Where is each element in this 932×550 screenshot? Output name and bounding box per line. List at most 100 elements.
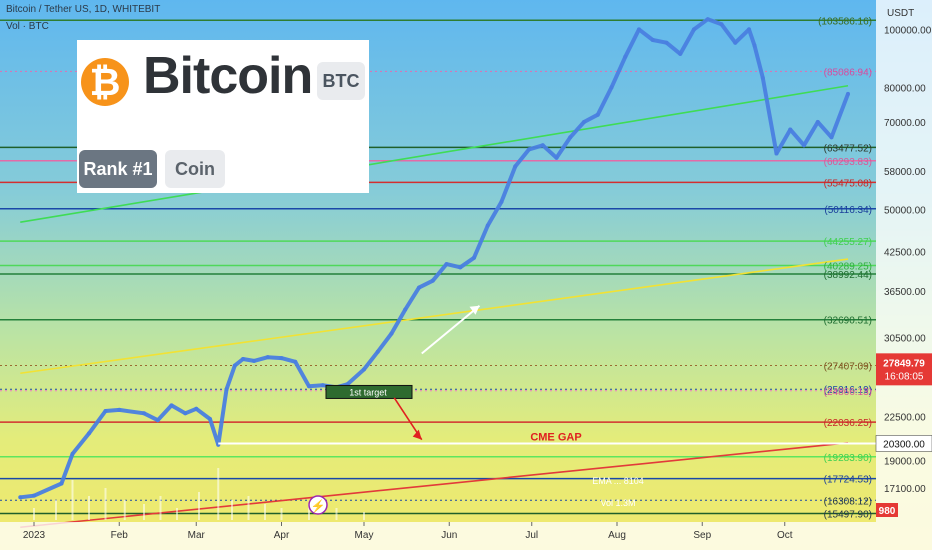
price-point	[224, 387, 229, 392]
time-tick-label: Mar	[188, 530, 206, 541]
price-point	[232, 363, 237, 368]
time-tick-label: Apr	[274, 530, 290, 541]
volume-bar	[231, 500, 233, 520]
level-label: (85086.94)	[824, 67, 872, 78]
price-point	[513, 164, 518, 169]
green-trendline	[20, 84, 849, 223]
level-label: (15497.90)	[824, 510, 872, 521]
price-point	[103, 409, 108, 414]
price-point	[70, 451, 75, 456]
chart-title: Bitcoin / Tether US, 1D, WHITEBIT	[6, 4, 161, 15]
price-point	[417, 285, 421, 290]
price-point	[194, 406, 199, 411]
price-tick-label: 80000.00	[884, 83, 926, 94]
price-point	[692, 27, 696, 32]
price-point	[637, 27, 641, 32]
ema-label: EMA ... 8104	[592, 476, 644, 486]
volume-bar	[363, 512, 365, 520]
cme-gap-price-label: 20300.00	[883, 439, 925, 450]
price-point	[719, 22, 724, 27]
coin-tag: Coin	[165, 150, 225, 188]
volume-badge	[876, 503, 898, 517]
volume-bar	[264, 504, 266, 520]
price-point	[540, 143, 545, 148]
price-point	[788, 127, 793, 132]
price-tick-label: 42500.00	[884, 248, 926, 259]
price-point	[117, 407, 122, 412]
volume-bar	[71, 480, 74, 520]
level-label: (55475.08)	[824, 178, 872, 189]
level-label: (19283.90)	[824, 453, 872, 464]
price-tick-label: 30500.00	[884, 334, 926, 345]
level-label: (22036.25)	[824, 418, 872, 429]
price-point	[293, 359, 298, 364]
cme-gap-label: CME GAP	[530, 431, 581, 443]
price-point	[705, 17, 710, 22]
event-marker-icon[interactable]	[308, 495, 328, 515]
price-point	[760, 75, 765, 80]
price-point	[208, 417, 212, 422]
price-tick-label: 19000.00	[884, 457, 926, 468]
up-arrow	[421, 304, 481, 355]
price-point	[650, 38, 655, 43]
price-point	[155, 418, 160, 423]
price-tick-label: 100000.00	[884, 25, 932, 36]
price-tick-label: 50000.00	[884, 205, 926, 216]
volume-bar	[308, 504, 310, 520]
price-point	[485, 223, 490, 228]
current-price-badge	[876, 353, 932, 386]
price-tick-label: 36500.00	[884, 287, 926, 298]
price-point	[279, 356, 284, 361]
time-tick-label: Jun	[441, 530, 457, 541]
volume-bar	[88, 496, 90, 520]
price-point	[595, 112, 600, 117]
price-point	[568, 135, 573, 140]
countdown-label: 16:08:05	[885, 371, 924, 382]
price-series-line[interactable]	[20, 17, 850, 500]
target-box-label: 1st target	[349, 387, 387, 397]
price-point	[265, 355, 270, 360]
level-label: (60293.83)	[824, 157, 872, 168]
volume-bar	[198, 492, 200, 520]
volume-bar	[123, 500, 126, 520]
coin-ticker: BTC	[317, 62, 365, 100]
price-tick-label: 22500.00	[884, 413, 926, 424]
yellow-trendline	[20, 258, 849, 375]
price-point	[774, 151, 779, 156]
price-point	[664, 40, 669, 45]
price-point	[815, 120, 820, 125]
up-arrow-head	[469, 305, 480, 315]
price-point	[678, 51, 683, 56]
price-point	[142, 411, 146, 416]
time-tick-label: 2023	[23, 530, 46, 541]
time-tick-label: Aug	[608, 530, 626, 541]
level-label: (40289.25)	[824, 261, 872, 272]
price-point	[32, 493, 36, 498]
time-tick-label: Sep	[693, 530, 711, 541]
current-price-label: 27849.79	[883, 358, 925, 369]
level-label: (24866.13)	[824, 387, 872, 398]
price-point	[252, 358, 256, 363]
rank-tag: Rank #1	[79, 150, 157, 188]
volume-bar	[55, 500, 57, 520]
level-label: (50116.34)	[824, 205, 872, 216]
time-tick-label: Oct	[777, 530, 793, 541]
price-point	[499, 199, 504, 204]
level-label: (17724.53)	[824, 475, 872, 486]
price-point	[183, 411, 188, 416]
price-tick-label: 58000.00	[884, 167, 926, 178]
volume-bar	[143, 504, 145, 520]
price-point	[430, 278, 435, 283]
volume-bar	[247, 496, 250, 520]
volume-label: Vol · BTC	[6, 21, 49, 32]
price-point	[458, 265, 463, 270]
cme-gap-price-badge	[875, 435, 932, 452]
volume-bar	[33, 508, 35, 520]
price-point	[846, 91, 850, 96]
time-axis-background	[0, 522, 876, 550]
volume-bar	[176, 508, 178, 520]
price-point	[18, 495, 23, 500]
